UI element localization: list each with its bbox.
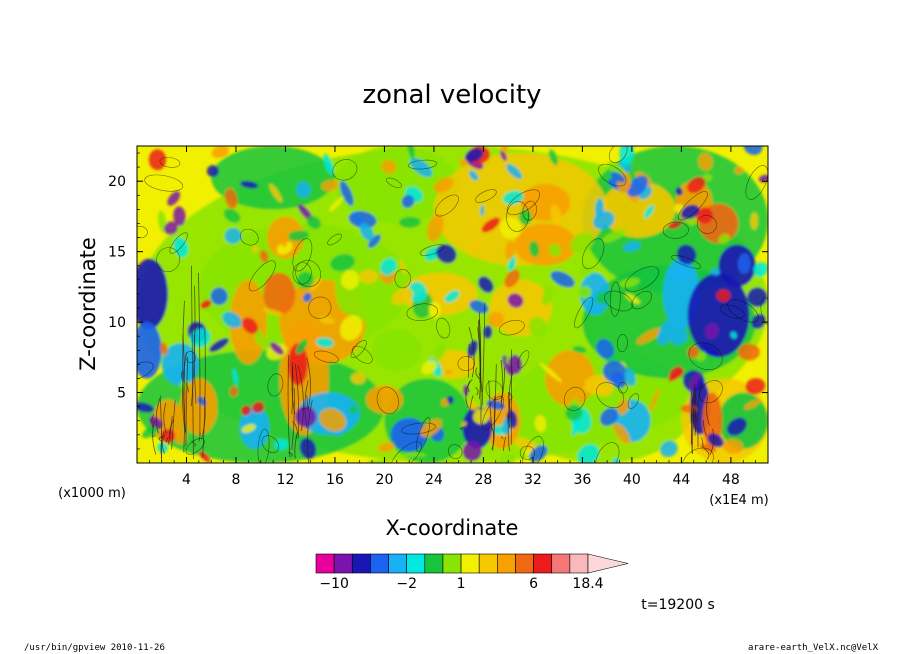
x-tick-label-8: 36: [573, 472, 591, 488]
colorbar-segment-3: [370, 553, 389, 574]
x-tick-label-0: 4: [182, 472, 191, 488]
colorbar: [315, 553, 629, 574]
x-unit-label: (x1000 m): [58, 486, 126, 501]
y-axis-title: Z-coordinate: [76, 237, 100, 371]
colorbar-label-1: −2: [396, 576, 417, 592]
colorbar-label-0: −10: [319, 576, 349, 592]
contour-fields: [137, 146, 768, 463]
footer-left: /usr/bin/gpview 2010-11-26: [24, 643, 165, 653]
colorbar-segment-13: [551, 553, 571, 574]
z-tick-label-1: 10: [108, 315, 126, 331]
x-tick-label-1: 8: [232, 472, 241, 488]
time-label: t=19200 s: [641, 597, 715, 613]
z-axis: 5 10 15 20: [108, 152, 768, 450]
plot-frame: [136, 145, 769, 464]
footer-right: arare-earth_VelX.nc@VelX: [748, 643, 879, 653]
colorbar-segment-7: [442, 553, 462, 574]
x-axis-title: X-coordinate: [386, 516, 519, 540]
colorbar-segment-0: [315, 553, 335, 574]
x-tick-label-10: 44: [672, 472, 690, 488]
colorbar-label-3: 6: [529, 576, 538, 592]
z-tick-label-3: 20: [108, 174, 126, 190]
colorbar-segment-1: [333, 553, 353, 574]
colorbar-segment-9: [478, 553, 498, 574]
colorbar-arrow: [587, 553, 629, 574]
colorbar-label-2: 1: [457, 576, 466, 592]
colorbar-segment-2: [351, 553, 371, 574]
colorbar-label-4: 18.4: [572, 576, 603, 592]
colorbar-segment-4: [388, 553, 407, 574]
plot-area: [137, 146, 768, 463]
x-tick-label-11: 48: [722, 472, 740, 488]
x-tick-label-4: 20: [376, 472, 394, 488]
z-unit-label: (x1E4 m): [709, 493, 768, 508]
colorbar-segment-5: [406, 553, 426, 574]
colorbar-segment-10: [497, 553, 516, 574]
x-tick-label-3: 16: [326, 472, 344, 488]
colorbar-labels: −10 −2 1 6 18.4: [319, 576, 603, 592]
colorbar-segment-11: [515, 553, 534, 574]
z-tick-label-0: 5: [117, 386, 126, 402]
z-tick-label-2: 15: [108, 245, 126, 261]
x-tick-label-5: 24: [425, 472, 443, 488]
chart-title: zonal velocity: [362, 80, 541, 110]
colorbar-segment-6: [424, 553, 444, 574]
x-tick-label-9: 40: [623, 472, 641, 488]
contour-lines: [137, 146, 768, 463]
x-axis: 4 8 12 16 20 24 28 32 36 40 44 48: [149, 146, 756, 488]
colorbar-segment-8: [460, 553, 480, 574]
x-tick-label-2: 12: [277, 472, 295, 488]
colorbar-segment-12: [533, 553, 553, 574]
x-tick-label-6: 28: [475, 472, 493, 488]
x-tick-label-7: 32: [524, 472, 542, 488]
colorbar-segment-14: [569, 553, 589, 574]
